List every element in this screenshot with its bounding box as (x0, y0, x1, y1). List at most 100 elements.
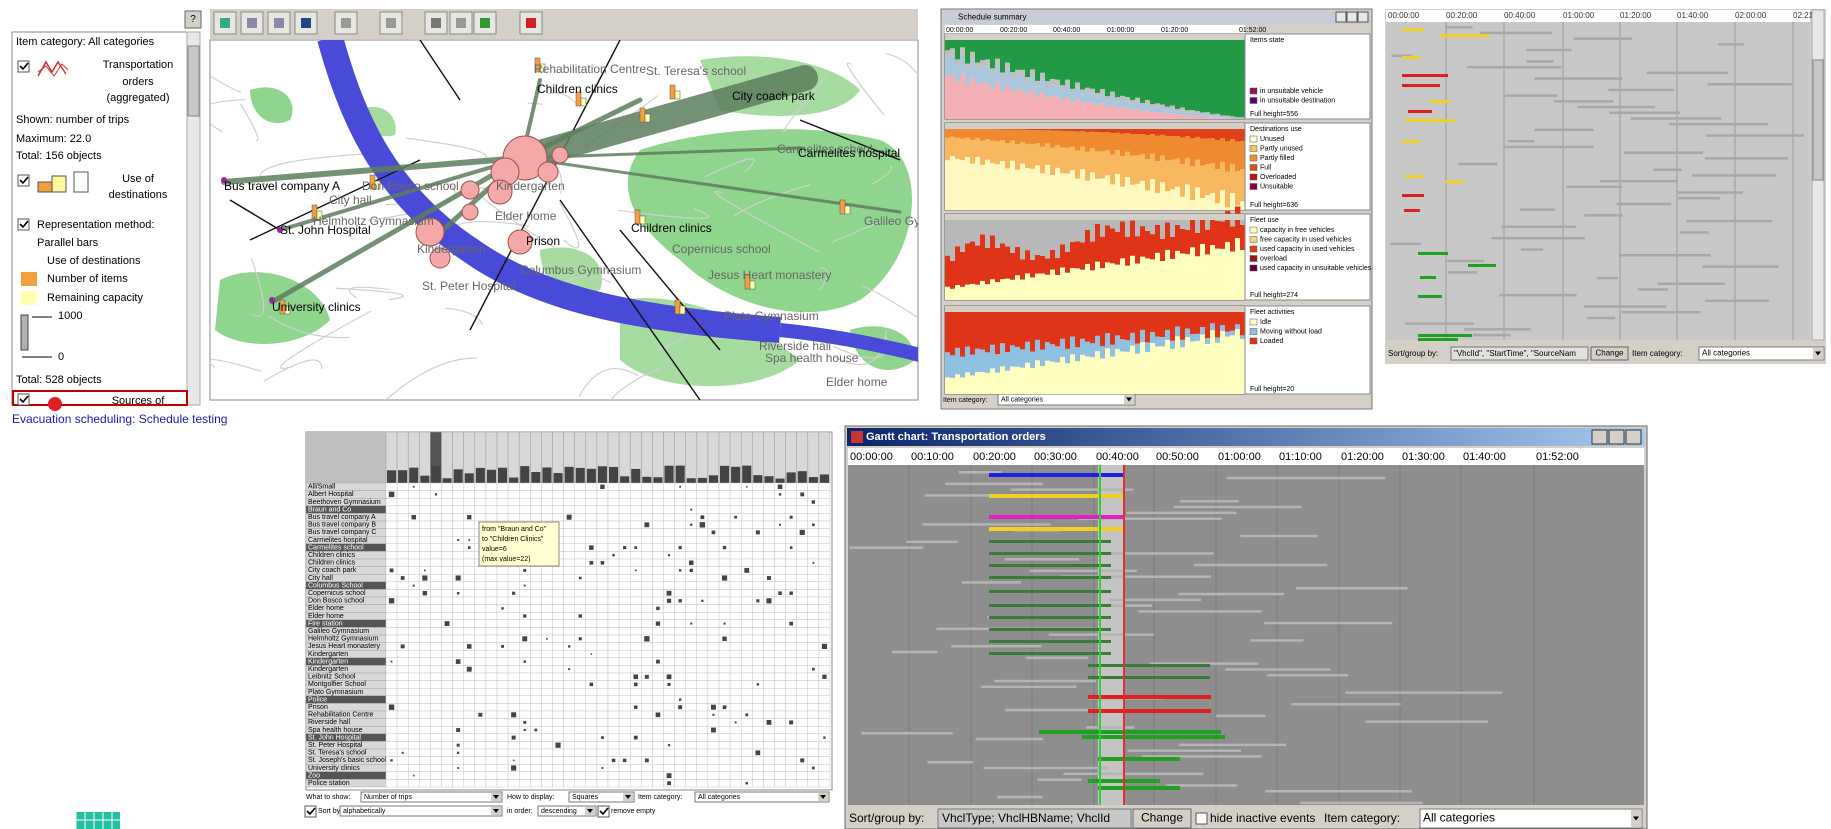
matrix-cell (419, 505, 431, 514)
matrix-cell (807, 574, 820, 583)
stacked-area-segment (1135, 312, 1141, 344)
stacked-area-segment (1175, 326, 1181, 337)
cell-square (644, 522, 650, 528)
matrix-cell (752, 726, 764, 735)
source-point (269, 297, 275, 303)
gantt-bar-highlight (989, 628, 1111, 631)
stacked-area-segment (1015, 76, 1021, 90)
destination-bar (674, 299, 681, 315)
map-content: Rehabilitation Centre St. Teresa's school… (210, 40, 918, 400)
matrix-cell (574, 672, 587, 681)
matrix-cell (630, 741, 642, 750)
dropdown-arrow (625, 795, 631, 799)
stacked-area-segment (1005, 143, 1011, 169)
road (819, 266, 829, 291)
stacked-area-segment (1035, 40, 1041, 81)
matrix-cell (441, 672, 453, 681)
stacked-area-segment (1180, 347, 1186, 394)
matrix-cell (419, 627, 431, 636)
matrix-cell (630, 688, 642, 697)
row-label: Beethoven Gymnasium (308, 499, 381, 506)
column-header (641, 431, 653, 484)
stacked-area-segment (1080, 131, 1086, 147)
stacked-area-segment (1230, 164, 1236, 194)
cell-square (700, 515, 705, 520)
stacked-area-segment (1170, 237, 1176, 259)
matrix-cell (652, 513, 664, 522)
matrix-cell (385, 718, 398, 727)
stacked-area-segment (995, 66, 1001, 83)
stacked-area-segment (1095, 132, 1101, 152)
matrix-cell (818, 528, 831, 537)
matrix-cell (685, 665, 698, 674)
matrix-cell (729, 612, 742, 621)
stacked-area-segment (1180, 220, 1186, 229)
matrix-cell (396, 566, 409, 575)
matrix-cell (385, 726, 398, 735)
stacked-area-segment (1085, 129, 1091, 133)
stacked-area-segment (1240, 141, 1246, 170)
gantt-bar (1048, 633, 1155, 636)
stacked-area-segment (1165, 191, 1171, 210)
stacked-area-segment (1055, 220, 1061, 259)
column-total (453, 469, 463, 483)
matrix-cell (818, 551, 831, 560)
matrix-cell (685, 695, 698, 704)
matrix-cell (419, 650, 431, 659)
matrix-cell (419, 581, 431, 590)
matrix-cell (763, 695, 775, 704)
matrix-cell (729, 726, 742, 735)
cell-square (600, 561, 605, 565)
matrix-cell (618, 650, 631, 659)
stacked-area-segment (1200, 40, 1206, 113)
gantt-bar (922, 523, 1051, 526)
matrix-cell (618, 710, 631, 719)
stacked-area-segment (1100, 94, 1106, 104)
matrix-cell (763, 680, 775, 689)
gantt-bar (983, 766, 1108, 770)
time-label: 00:00:00 (1388, 11, 1420, 20)
matrix-cell (419, 536, 431, 545)
cell-square (611, 758, 616, 763)
matrix-cell (652, 536, 664, 545)
matrix-cell (729, 520, 742, 529)
matrix-cell (630, 748, 642, 757)
matrix-cell (519, 627, 531, 636)
matrix-cell (774, 619, 786, 628)
matrix-cell (596, 748, 609, 757)
matrix-cell (396, 536, 409, 545)
stacked-area-segment (975, 62, 981, 70)
text-field-value: VhclType; VhclHBName; VhclId (942, 811, 1110, 825)
gantt-bar (1553, 100, 1614, 103)
matrix-cell (685, 589, 698, 598)
matrix-cell (685, 634, 698, 643)
stacked-area-segment (1190, 40, 1196, 111)
cell-square (656, 606, 660, 611)
stacked-area-segment (1165, 249, 1171, 300)
matrix-cell (796, 695, 809, 704)
stacked-area-segment (1115, 173, 1121, 210)
matrix-cell (752, 612, 764, 621)
column-total (786, 472, 796, 483)
matrix-cell (652, 741, 664, 750)
cell-square (678, 569, 682, 572)
matrix-cell (807, 680, 820, 689)
stacked-area-segment (1130, 103, 1136, 110)
matrix-cell (707, 574, 720, 583)
cell-square (590, 653, 593, 655)
stacked-area-segment (955, 137, 961, 159)
stacked-area-segment (1020, 312, 1026, 350)
matrix-cell (663, 558, 675, 567)
stacked-area-segment (1105, 107, 1111, 119)
stacked-area-segment (1230, 312, 1236, 331)
matrix-cell (474, 764, 487, 773)
matrix-cell (752, 688, 764, 697)
stacked-area-segment (1055, 40, 1061, 80)
gantt-bar (1467, 65, 1562, 69)
stacked-area-segment (1200, 213, 1206, 244)
stacked-area-segment (980, 372, 986, 394)
label: What to show: (306, 794, 350, 801)
matrix-cell (552, 650, 564, 659)
matrix-cell (707, 490, 720, 499)
